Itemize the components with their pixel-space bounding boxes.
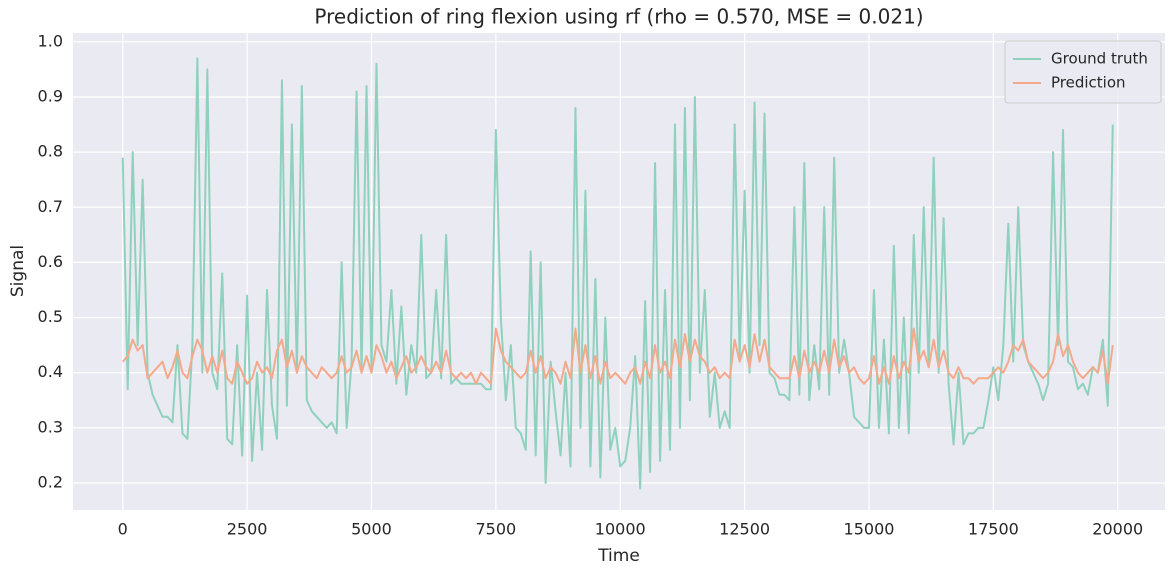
x-tick-label: 0 [118,520,128,539]
series-line [121,57,1114,490]
y-tick-label: 0.5 [38,307,63,326]
plot-area [73,33,1165,510]
y-tick-label: 0.4 [38,362,63,381]
legend-label: Prediction [1051,74,1126,92]
x-tick-label: 10000 [595,520,646,539]
x-axis-label: Time [597,546,640,566]
y-tick-label: 0.3 [38,417,63,436]
x-tick-label: 2500 [227,520,268,539]
y-axis-label: Signal [8,245,28,297]
y-tick-label: 0.9 [38,86,63,105]
y-tick-label: 0.7 [38,197,63,216]
legend: Ground truth Prediction [1004,40,1162,104]
x-tick-label: 17500 [968,520,1019,539]
legend-box [1004,40,1162,104]
y-tick-label: 0.6 [38,252,63,271]
x-tick-label: 7500 [476,520,517,539]
marks [121,57,1114,490]
x-tick-label: 12500 [719,520,770,539]
x-tick-label: 20000 [1092,520,1143,539]
x-tick-label: 15000 [844,520,895,539]
y-tick-label: 0.8 [38,142,63,161]
grid [73,33,1165,510]
y-tick-label: 0.2 [38,472,63,491]
legend-label: Ground truth [1051,50,1148,68]
x-tick-label: 5000 [351,520,392,539]
series-line [122,327,1114,385]
chart-title: Prediction of ring flexion using rf (rho… [314,5,923,29]
y-tick-label: 1.0 [38,31,63,50]
